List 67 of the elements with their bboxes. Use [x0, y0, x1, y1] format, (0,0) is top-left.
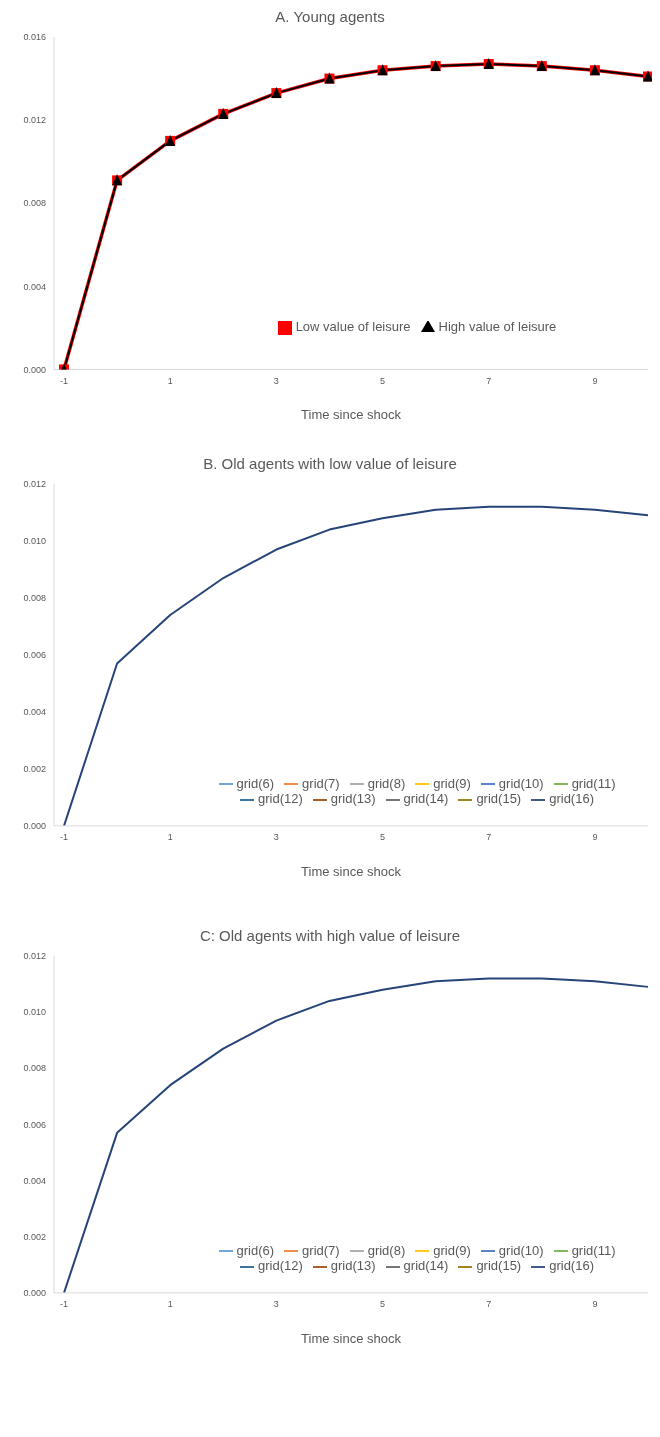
y-tick-label: 0.012 — [23, 479, 46, 490]
x-axis-title: Time since shock — [301, 863, 402, 879]
chart-title: C: Old agents with high value of leisure — [198, 927, 462, 944]
y-tick-label: 0.004 — [23, 707, 46, 718]
legend-label: grid(9) — [433, 1242, 471, 1258]
y-tick-label: 0.016 — [23, 32, 46, 43]
x-tick-label: -1 — [59, 1299, 69, 1310]
x-tick-label: 5 — [380, 1299, 386, 1310]
x-tick-label: 3 — [273, 375, 279, 386]
legend-label: grid(6) — [236, 775, 275, 791]
legend-label: grid(13) — [330, 791, 376, 807]
y-tick-label: 0.006 — [23, 1119, 46, 1130]
y-tick-label: 0.004 — [23, 1175, 46, 1186]
legend-label: grid(11) — [571, 1242, 616, 1258]
y-tick-label: 0.010 — [23, 1007, 46, 1018]
x-tick-label: -1 — [59, 832, 69, 843]
x-tick-label: 9 — [592, 832, 598, 843]
y-tick-label: 0.008 — [23, 198, 46, 209]
y-tick-label: 0.012 — [23, 115, 46, 126]
legend-label: grid(14) — [403, 791, 449, 807]
legend-label: grid(10) — [498, 775, 544, 791]
legend-label: grid(6) — [236, 1242, 275, 1258]
legend-label: grid(11) — [571, 775, 616, 791]
x-tick-label: 5 — [380, 832, 386, 843]
legend-label: grid(16) — [549, 1258, 594, 1274]
x-axis-title: Time since shock — [301, 407, 402, 423]
x-tick-label: 1 — [167, 832, 173, 843]
legend-label: High value of leisure — [438, 319, 557, 335]
y-tick-label: 0.006 — [23, 650, 46, 661]
x-tick-label: 1 — [167, 375, 173, 386]
legend-label: grid(9) — [433, 775, 471, 791]
legend-label: grid(12) — [258, 791, 303, 807]
legend-label: grid(8) — [367, 1242, 406, 1258]
x-tick-label: 9 — [592, 1299, 598, 1310]
y-tick-label: 0.004 — [23, 281, 46, 292]
x-tick-label: 7 — [486, 832, 492, 843]
y-tick-label: 0.008 — [23, 1063, 46, 1074]
y-tick-label: 0.008 — [23, 593, 46, 604]
legend-label: grid(13) — [330, 1258, 376, 1274]
legend-label: grid(8) — [367, 775, 406, 791]
x-tick-label: 3 — [273, 1299, 279, 1310]
x-tick-label: 3 — [273, 832, 279, 843]
y-tick-label: 0.000 — [23, 364, 46, 375]
legend-label: grid(14) — [403, 1258, 449, 1274]
x-tick-label: 7 — [486, 375, 492, 386]
legend-label: grid(16) — [549, 791, 594, 807]
y-tick-label: 0.002 — [23, 764, 46, 775]
legend-label: Low value of leisure — [295, 319, 411, 335]
legend-label: grid(7) — [302, 775, 340, 791]
x-tick-label: -1 — [59, 375, 69, 386]
y-tick-label: 0.000 — [23, 1288, 46, 1299]
legend-label: grid(15) — [476, 791, 522, 807]
x-tick-label: 1 — [167, 1299, 173, 1310]
legend-label: grid(10) — [498, 1242, 544, 1258]
legend-label: grid(12) — [258, 1258, 303, 1274]
x-axis-title: Time since shock — [301, 1330, 402, 1346]
legend-label: grid(15) — [476, 1258, 522, 1274]
y-tick-label: 0.010 — [23, 536, 46, 547]
x-tick-label: 9 — [592, 375, 598, 386]
y-tick-label: 0.000 — [23, 821, 46, 832]
legend-label: grid(7) — [302, 1242, 340, 1258]
chart-title: A. Young agents — [274, 8, 386, 25]
x-tick-label: 7 — [486, 1299, 492, 1310]
chart-title: B. Old agents with low value of leisure — [202, 455, 458, 472]
y-tick-label: 0.012 — [23, 951, 46, 962]
y-tick-label: 0.002 — [23, 1231, 46, 1242]
x-tick-label: 5 — [380, 375, 386, 386]
